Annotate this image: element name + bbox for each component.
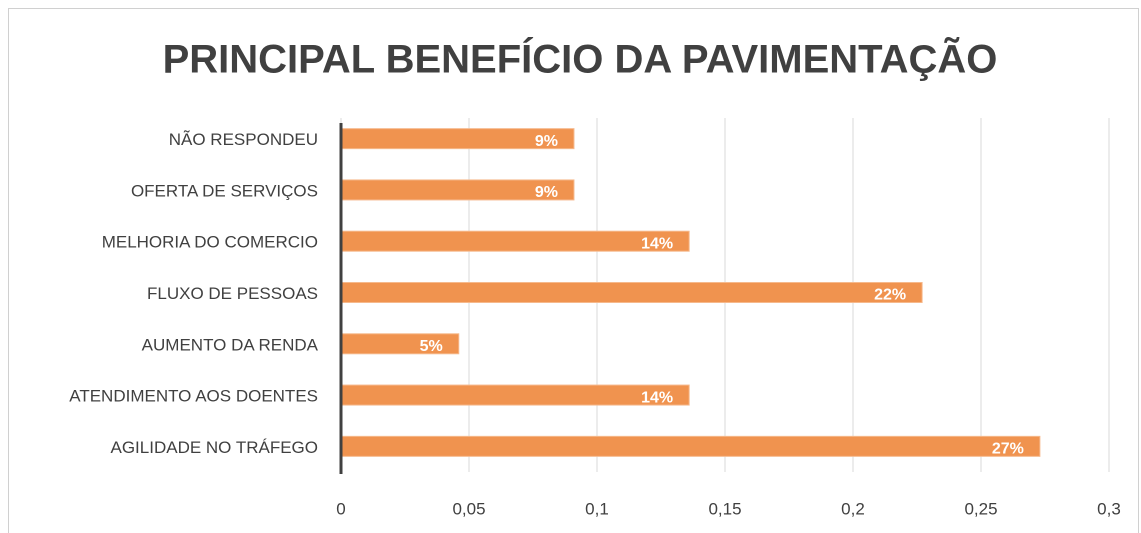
data-label: 14%	[641, 389, 673, 406]
y-tick-label: MELHORIA DO COMERCIO	[102, 233, 318, 252]
y-tick-label: ATENDIMENTO AOS DOENTES	[69, 387, 318, 406]
data-label: 22%	[874, 287, 906, 304]
x-tick-label: 0,05	[452, 499, 485, 518]
x-tick-label: 0,2	[841, 499, 865, 518]
y-tick-label: OFERTA DE SERVIÇOS	[131, 181, 318, 200]
x-tick-label: 0,1	[585, 499, 609, 518]
y-tick-label: FLUXO DE PESSOAS	[147, 284, 318, 303]
x-tick-label: 0,3	[1097, 499, 1121, 518]
data-label: 9%	[535, 133, 558, 150]
y-tick-label: NÃO RESPONDEU	[169, 130, 318, 149]
chart-frame	[8, 8, 1139, 533]
data-label: 14%	[641, 235, 673, 252]
y-tick-label: AGILIDADE NO TRÁFEGO	[110, 438, 318, 457]
x-tick-label: 0,15	[708, 499, 741, 518]
bar	[340, 384, 690, 406]
bar	[340, 282, 923, 303]
data-label: 9%	[535, 184, 558, 201]
data-label: 5%	[420, 338, 443, 355]
data-label: 27%	[992, 441, 1024, 458]
y-tick-label: AUMENTO DA RENDA	[142, 335, 319, 354]
chart-title: PRINCIPAL BENEFÍCIO DA PAVIMENTAÇÃO	[163, 36, 998, 82]
bar	[340, 230, 690, 252]
x-tick-label: 0	[336, 499, 345, 518]
x-tick-label: 0,25	[964, 499, 997, 518]
bar	[340, 435, 1041, 457]
